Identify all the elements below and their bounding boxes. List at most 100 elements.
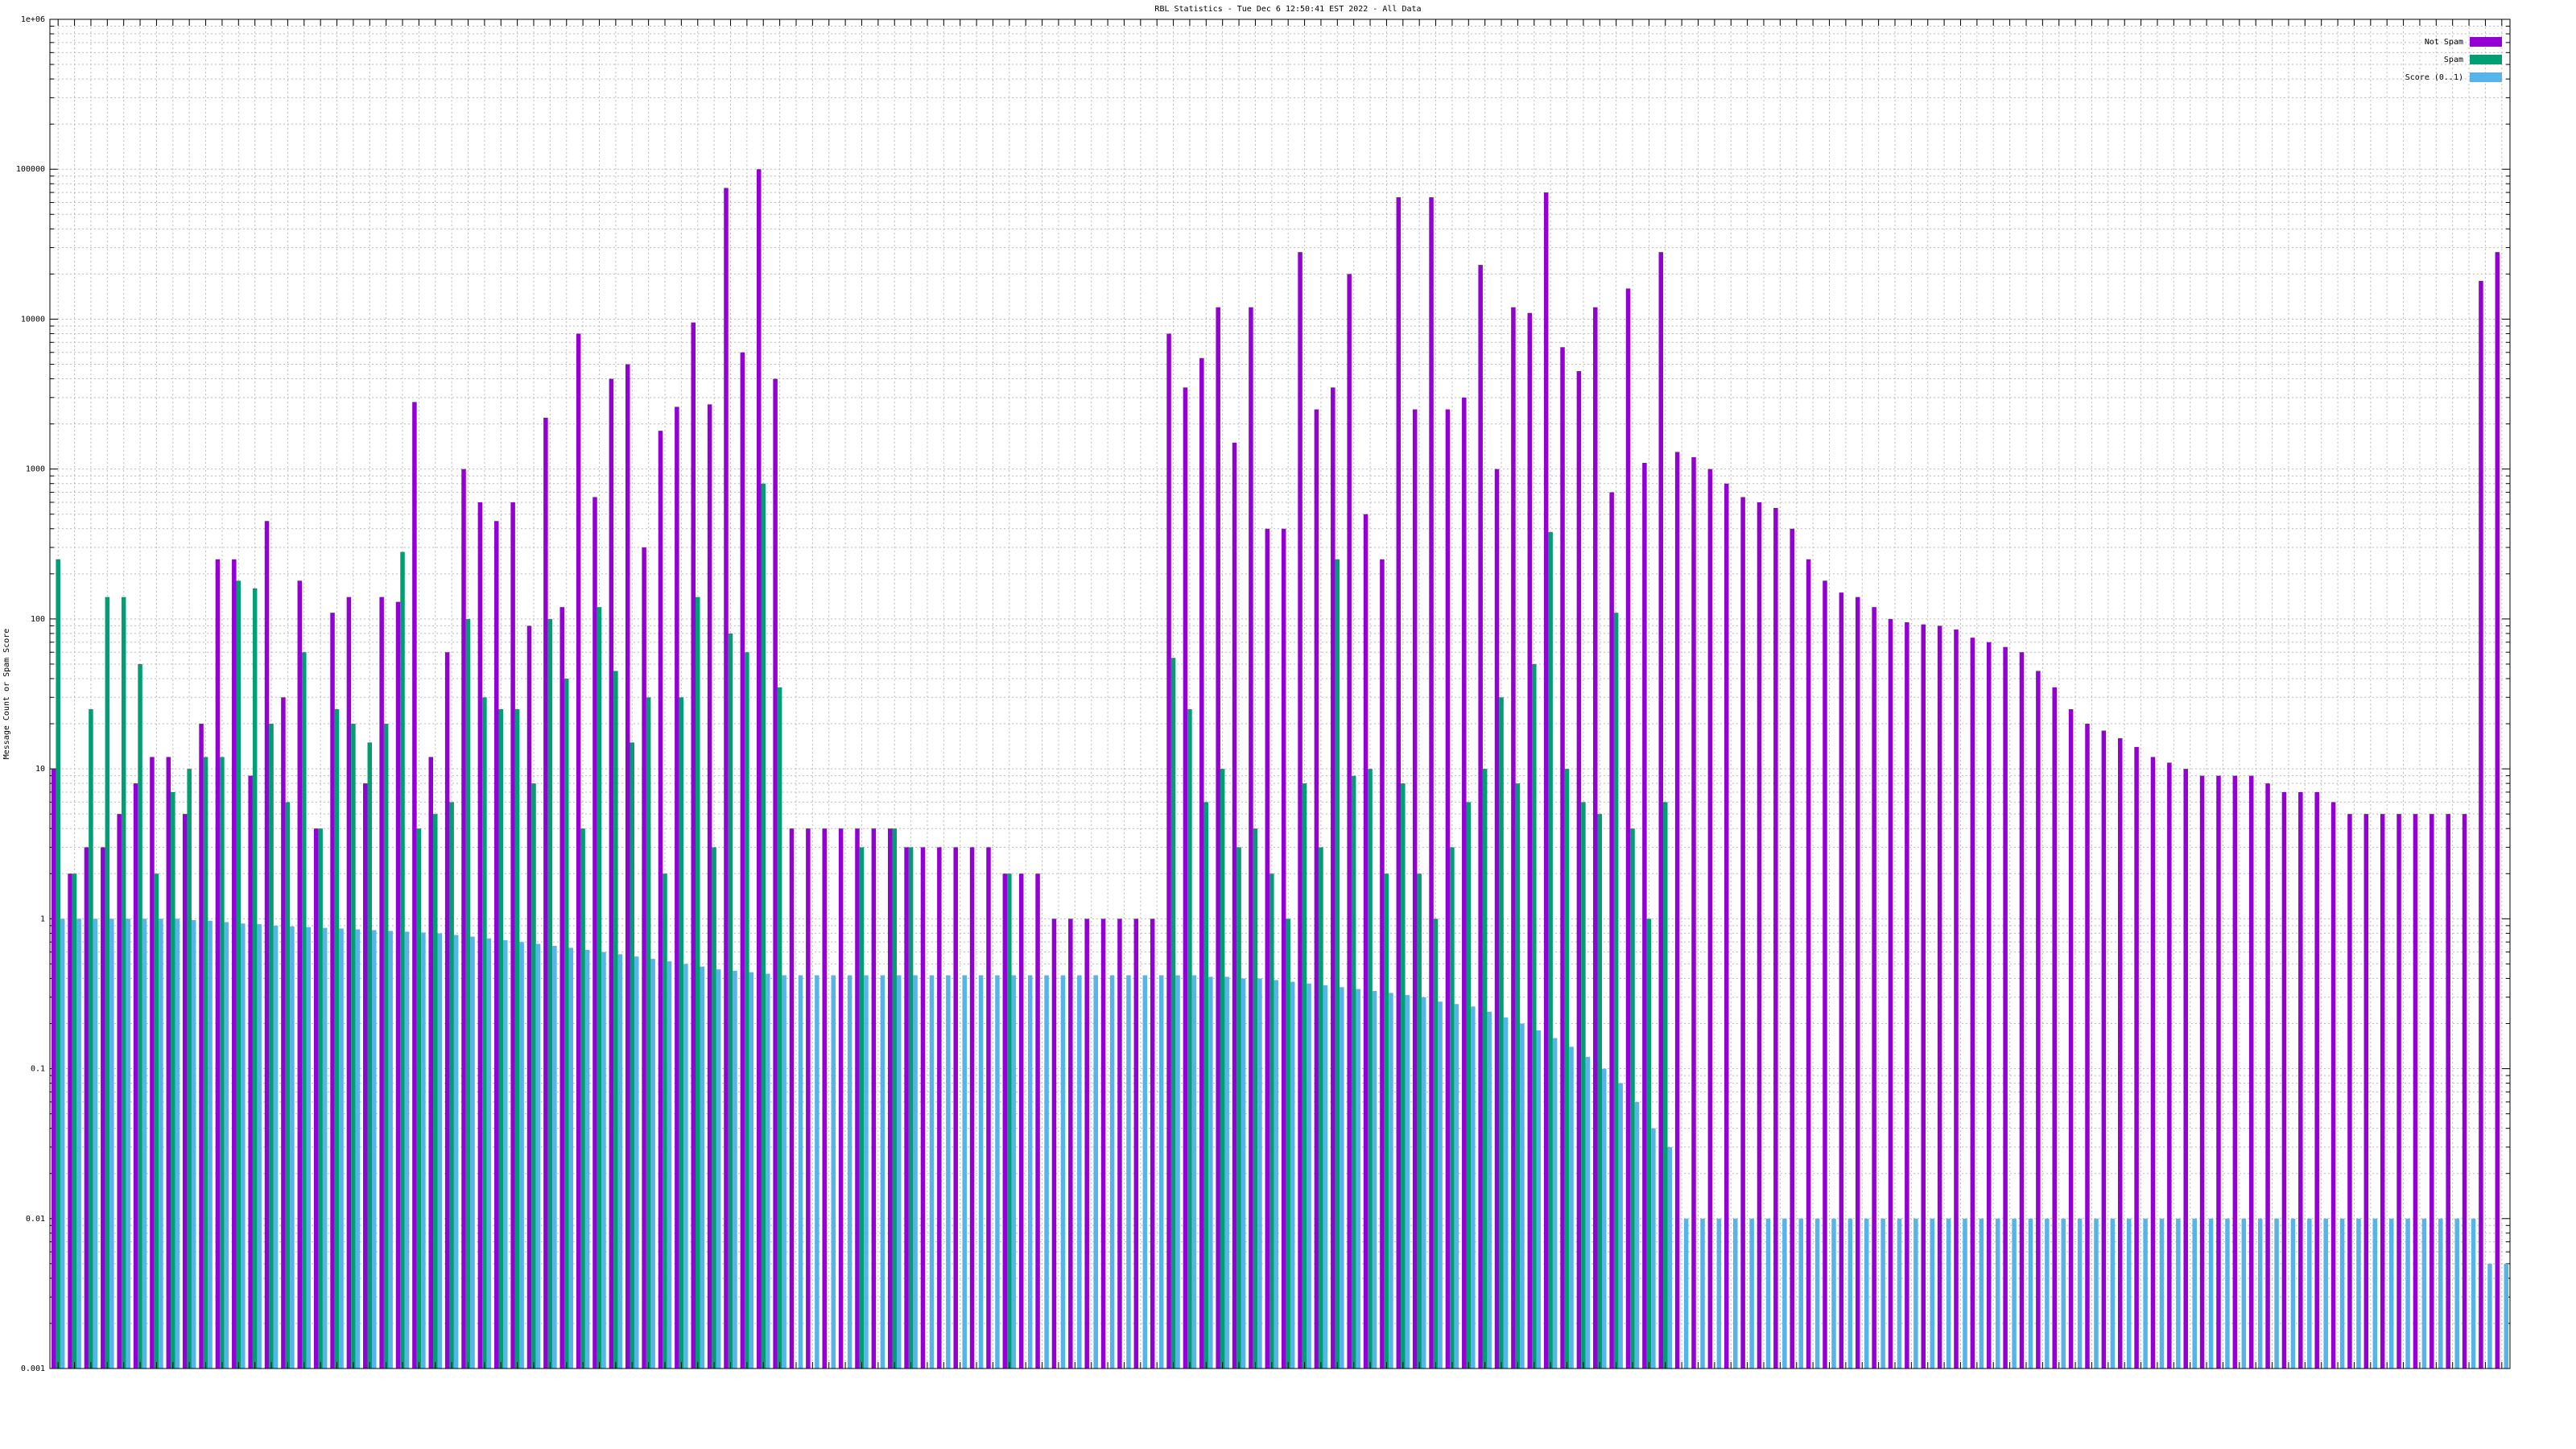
- bar: [2134, 746, 2139, 1368]
- bar: [1302, 783, 1307, 1368]
- legend-label: Not Spam: [2425, 38, 2463, 47]
- bar: [2471, 1218, 2476, 1368]
- bar: [1224, 976, 1229, 1368]
- y-tick-label: 1e+06: [21, 15, 45, 24]
- bar: [2117, 738, 2123, 1368]
- bar: [683, 964, 688, 1368]
- bar: [1126, 975, 1131, 1368]
- bar: [486, 938, 492, 1368]
- y-tick-label: 0.1: [31, 1065, 45, 1074]
- bar: [1930, 1218, 1934, 1368]
- bar: [859, 847, 865, 1368]
- bar: [248, 775, 253, 1368]
- bar: [453, 935, 459, 1368]
- bar: [1232, 442, 1237, 1369]
- bar: [2248, 775, 2254, 1368]
- bar: [404, 931, 410, 1368]
- bar: [257, 924, 262, 1368]
- bar: [383, 724, 389, 1368]
- bar: [580, 828, 585, 1368]
- bar: [2159, 1218, 2165, 1368]
- bar: [133, 783, 138, 1368]
- bar: [2216, 775, 2221, 1368]
- bar: [2487, 1263, 2492, 1368]
- bar: [1093, 975, 1098, 1368]
- bar: [1438, 1001, 1443, 1368]
- bar: [1018, 873, 1024, 1368]
- bar: [1880, 1218, 1885, 1368]
- bar: [76, 919, 81, 1368]
- bar: [220, 757, 225, 1368]
- bar: [2307, 1218, 2312, 1368]
- bar: [470, 936, 475, 1368]
- bar: [1274, 980, 1279, 1368]
- bar: [2101, 730, 2107, 1368]
- bar: [1077, 975, 1082, 1368]
- bar: [273, 925, 279, 1368]
- bar: [297, 580, 303, 1368]
- bar: [552, 945, 557, 1368]
- bar: [60, 919, 65, 1368]
- bar: [1864, 1218, 1869, 1368]
- bar: [559, 607, 565, 1368]
- bar: [1007, 873, 1012, 1368]
- bar: [896, 975, 902, 1368]
- bar: [2028, 1218, 2033, 1368]
- bar: [2085, 724, 2090, 1368]
- bar: [2003, 646, 2008, 1368]
- bar: [1806, 559, 1811, 1368]
- bar: [1265, 528, 1270, 1368]
- bar: [421, 932, 426, 1368]
- bar: [1609, 492, 1614, 1368]
- bar: [224, 922, 229, 1368]
- bar: [1856, 597, 1860, 1368]
- bar: [2421, 1218, 2427, 1368]
- bar: [105, 597, 110, 1368]
- plot-frame: [49, 19, 2511, 1369]
- bar: [1646, 919, 1652, 1368]
- bar: [576, 333, 581, 1369]
- bar: [215, 559, 221, 1368]
- bar: [379, 597, 384, 1368]
- bar: [351, 724, 356, 1368]
- bar: [372, 930, 377, 1368]
- bar: [1560, 347, 1565, 1368]
- bar: [269, 724, 274, 1368]
- bar: [887, 828, 893, 1368]
- bar: [2052, 687, 2057, 1368]
- bar: [2429, 814, 2434, 1368]
- bar: [1548, 531, 1553, 1368]
- bar: [1954, 630, 1959, 1368]
- bar: [1536, 1030, 1542, 1368]
- bar: [2199, 775, 2205, 1368]
- bar: [2126, 1218, 2132, 1368]
- bar: [117, 814, 122, 1368]
- bar: [339, 928, 344, 1368]
- bar: [667, 961, 672, 1368]
- bar: [535, 943, 541, 1368]
- bar: [461, 469, 466, 1368]
- bar: [609, 378, 614, 1369]
- bar: [1133, 919, 1139, 1368]
- bar: [855, 828, 860, 1368]
- bar: [1839, 592, 1844, 1368]
- bar: [531, 783, 536, 1368]
- bar: [1450, 847, 1455, 1368]
- bar: [1389, 993, 1393, 1368]
- chart-title: RBL Statistics - Tue Dec 6 12:50:41 EST …: [1154, 5, 1421, 14]
- bar: [306, 927, 312, 1368]
- bar: [658, 431, 663, 1368]
- bar: [777, 687, 782, 1368]
- bar: [313, 828, 319, 1368]
- bar: [798, 975, 803, 1368]
- bar: [1937, 625, 1942, 1368]
- bar: [1060, 975, 1066, 1368]
- bar: [920, 847, 926, 1368]
- bar: [2192, 1218, 2197, 1368]
- bar: [756, 169, 762, 1369]
- bar: [1888, 618, 1893, 1368]
- bar: [733, 970, 737, 1368]
- bar: [2143, 1218, 2148, 1368]
- bar: [2241, 1218, 2247, 1368]
- bar: [1002, 873, 1008, 1368]
